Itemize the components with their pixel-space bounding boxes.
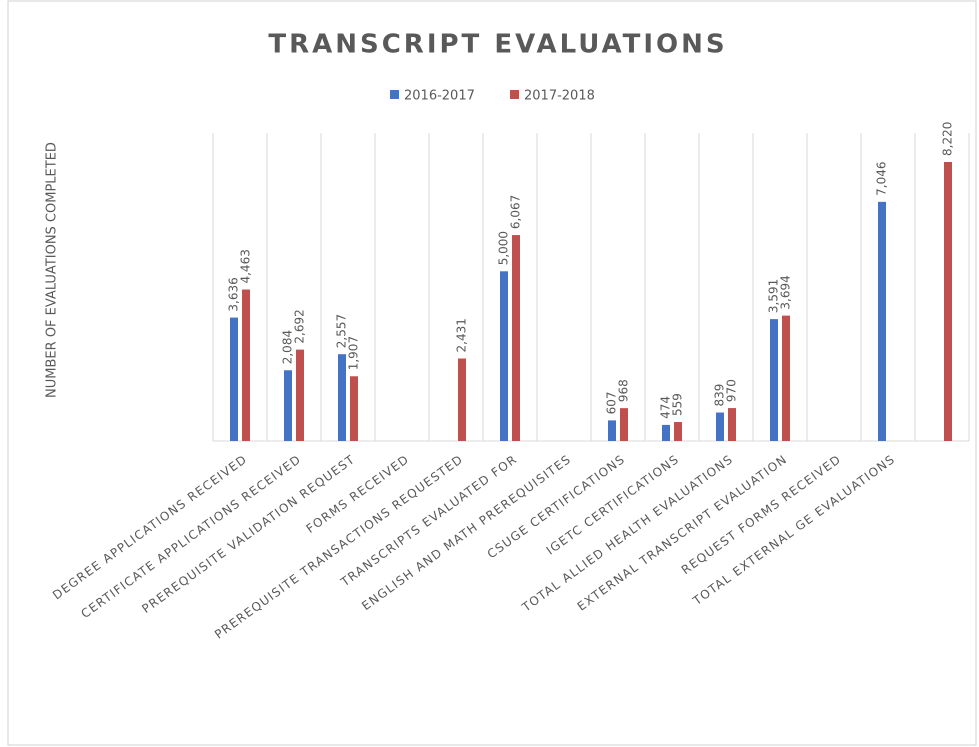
- value-label: 970: [725, 379, 739, 402]
- bar: [662, 424, 670, 441]
- y-axis-label: NUMBER OF EVALUATIONS COMPLETED: [45, 142, 60, 398]
- bar: [944, 162, 952, 441]
- value-label: 607: [605, 391, 619, 414]
- bar: [620, 408, 628, 441]
- bar: [716, 412, 724, 441]
- x-tick-label: PREREQUISITE TRANSACTIONS REQUESTED: [212, 452, 466, 642]
- legend-swatch: [390, 90, 399, 99]
- bar: [296, 349, 304, 441]
- bar: [230, 317, 238, 441]
- value-label: 2,084: [281, 330, 295, 364]
- bar: [458, 358, 466, 441]
- value-label: 3,636: [227, 277, 241, 311]
- bar: [770, 319, 778, 441]
- bar: [500, 271, 508, 441]
- value-label: 968: [617, 379, 631, 402]
- value-label: 2,692: [293, 309, 307, 343]
- chart-border: [7, 0, 977, 746]
- bar: [674, 422, 682, 441]
- bar: [512, 235, 520, 441]
- bar: [338, 354, 346, 441]
- value-label: 2,557: [335, 314, 349, 348]
- bar: [350, 376, 358, 441]
- bar: [878, 201, 886, 441]
- bar: [242, 289, 250, 441]
- x-tick-label: DEGREE APPLICATIONS RECEIVED: [50, 452, 250, 603]
- bar: [284, 370, 292, 441]
- value-label: 7,046: [875, 161, 889, 195]
- value-label: 839: [713, 384, 727, 407]
- chart-title: TRANSCRIPT EVALUATIONS: [268, 30, 727, 60]
- value-label: 3,694: [779, 275, 793, 309]
- bar: [782, 315, 790, 441]
- bar: [608, 420, 616, 441]
- legend-label: 2016-2017: [404, 89, 475, 104]
- value-label: 2,431: [455, 318, 469, 352]
- x-tick-label: PREREQUISITE VALIDATION REQUEST: [139, 452, 357, 616]
- value-label: 6,067: [509, 195, 523, 229]
- x-tick-label: TOTAL EXTERNAL GE EVALUATIONS: [690, 452, 898, 609]
- value-label: 5,000: [497, 231, 511, 265]
- value-label: 559: [671, 393, 685, 416]
- value-label: 1,907: [347, 336, 361, 370]
- legend-swatch: [510, 90, 519, 99]
- value-label: 3,591: [767, 279, 781, 313]
- value-label: 4,463: [239, 249, 253, 283]
- value-label: 8,220: [941, 122, 955, 156]
- bar: [728, 408, 736, 441]
- value-label: 474: [659, 396, 673, 419]
- legend-label: 2017-2018: [524, 89, 595, 104]
